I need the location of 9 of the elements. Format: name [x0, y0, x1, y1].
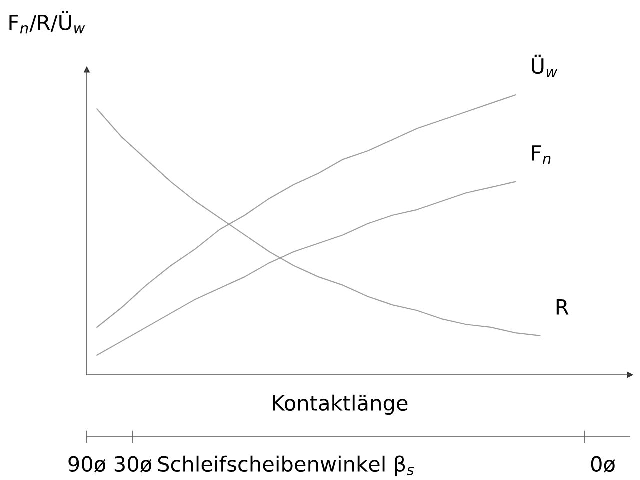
- text: Schleifscheibenwinkel β$_{s}$: [158, 456, 414, 476]
- y-axis-title: F$_{n}$/R/Ü$_{w}$: [10, 11, 86, 34]
- text: 90ø: [68, 456, 106, 473]
- series-label: R: [556, 300, 569, 315]
- text: 30ø: [114, 456, 152, 473]
- series-label: Ü$_{w}$: [532, 54, 558, 78]
- x-axis-title: Kontaktlänge: [273, 394, 408, 416]
- series-label: F$_{n}$: [532, 146, 551, 164]
- text: 0ø: [591, 456, 616, 473]
